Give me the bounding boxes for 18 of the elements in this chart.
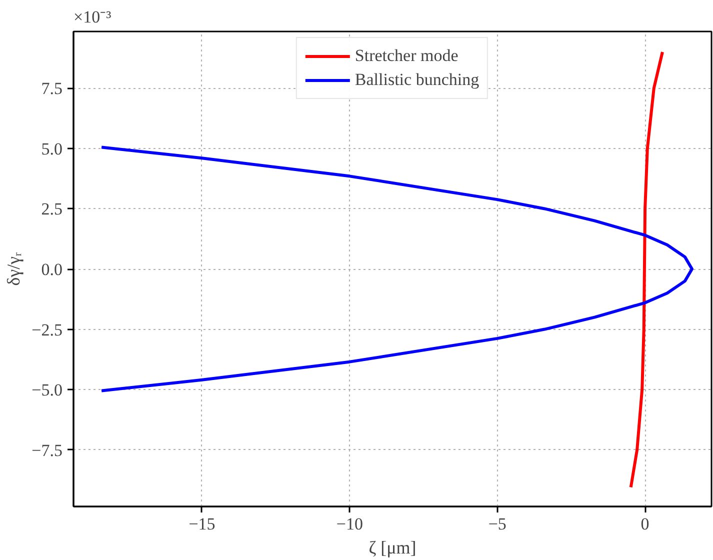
legend-label: Ballistic bunching — [354, 70, 480, 90]
line-series — [100, 146, 694, 392]
text: ×10⁻³ — [74, 8, 112, 26]
x-tick-label: −10 — [336, 514, 363, 534]
y-tick-label: 5.0 — [41, 139, 62, 158]
y-tick-label: 0.0 — [41, 260, 62, 279]
y-tick-label: 7.5 — [41, 79, 62, 98]
x-tick-label: 0 — [640, 514, 650, 534]
x-tick-label: −5 — [488, 514, 506, 534]
y-tick-label: −2.5 — [32, 320, 63, 340]
x-tick-label: −15 — [188, 514, 216, 534]
legend-label: Stretcher mode — [354, 46, 458, 66]
line-series — [629, 50, 664, 489]
y-tick-label: −5.0 — [32, 380, 63, 400]
y-tick-label: −7.5 — [32, 440, 63, 460]
x-axis-title: ζ [μm] — [368, 538, 416, 558]
y-tick-label: 2.5 — [41, 200, 62, 219]
y-axis-title: δγ/γᵣ — [4, 252, 24, 286]
